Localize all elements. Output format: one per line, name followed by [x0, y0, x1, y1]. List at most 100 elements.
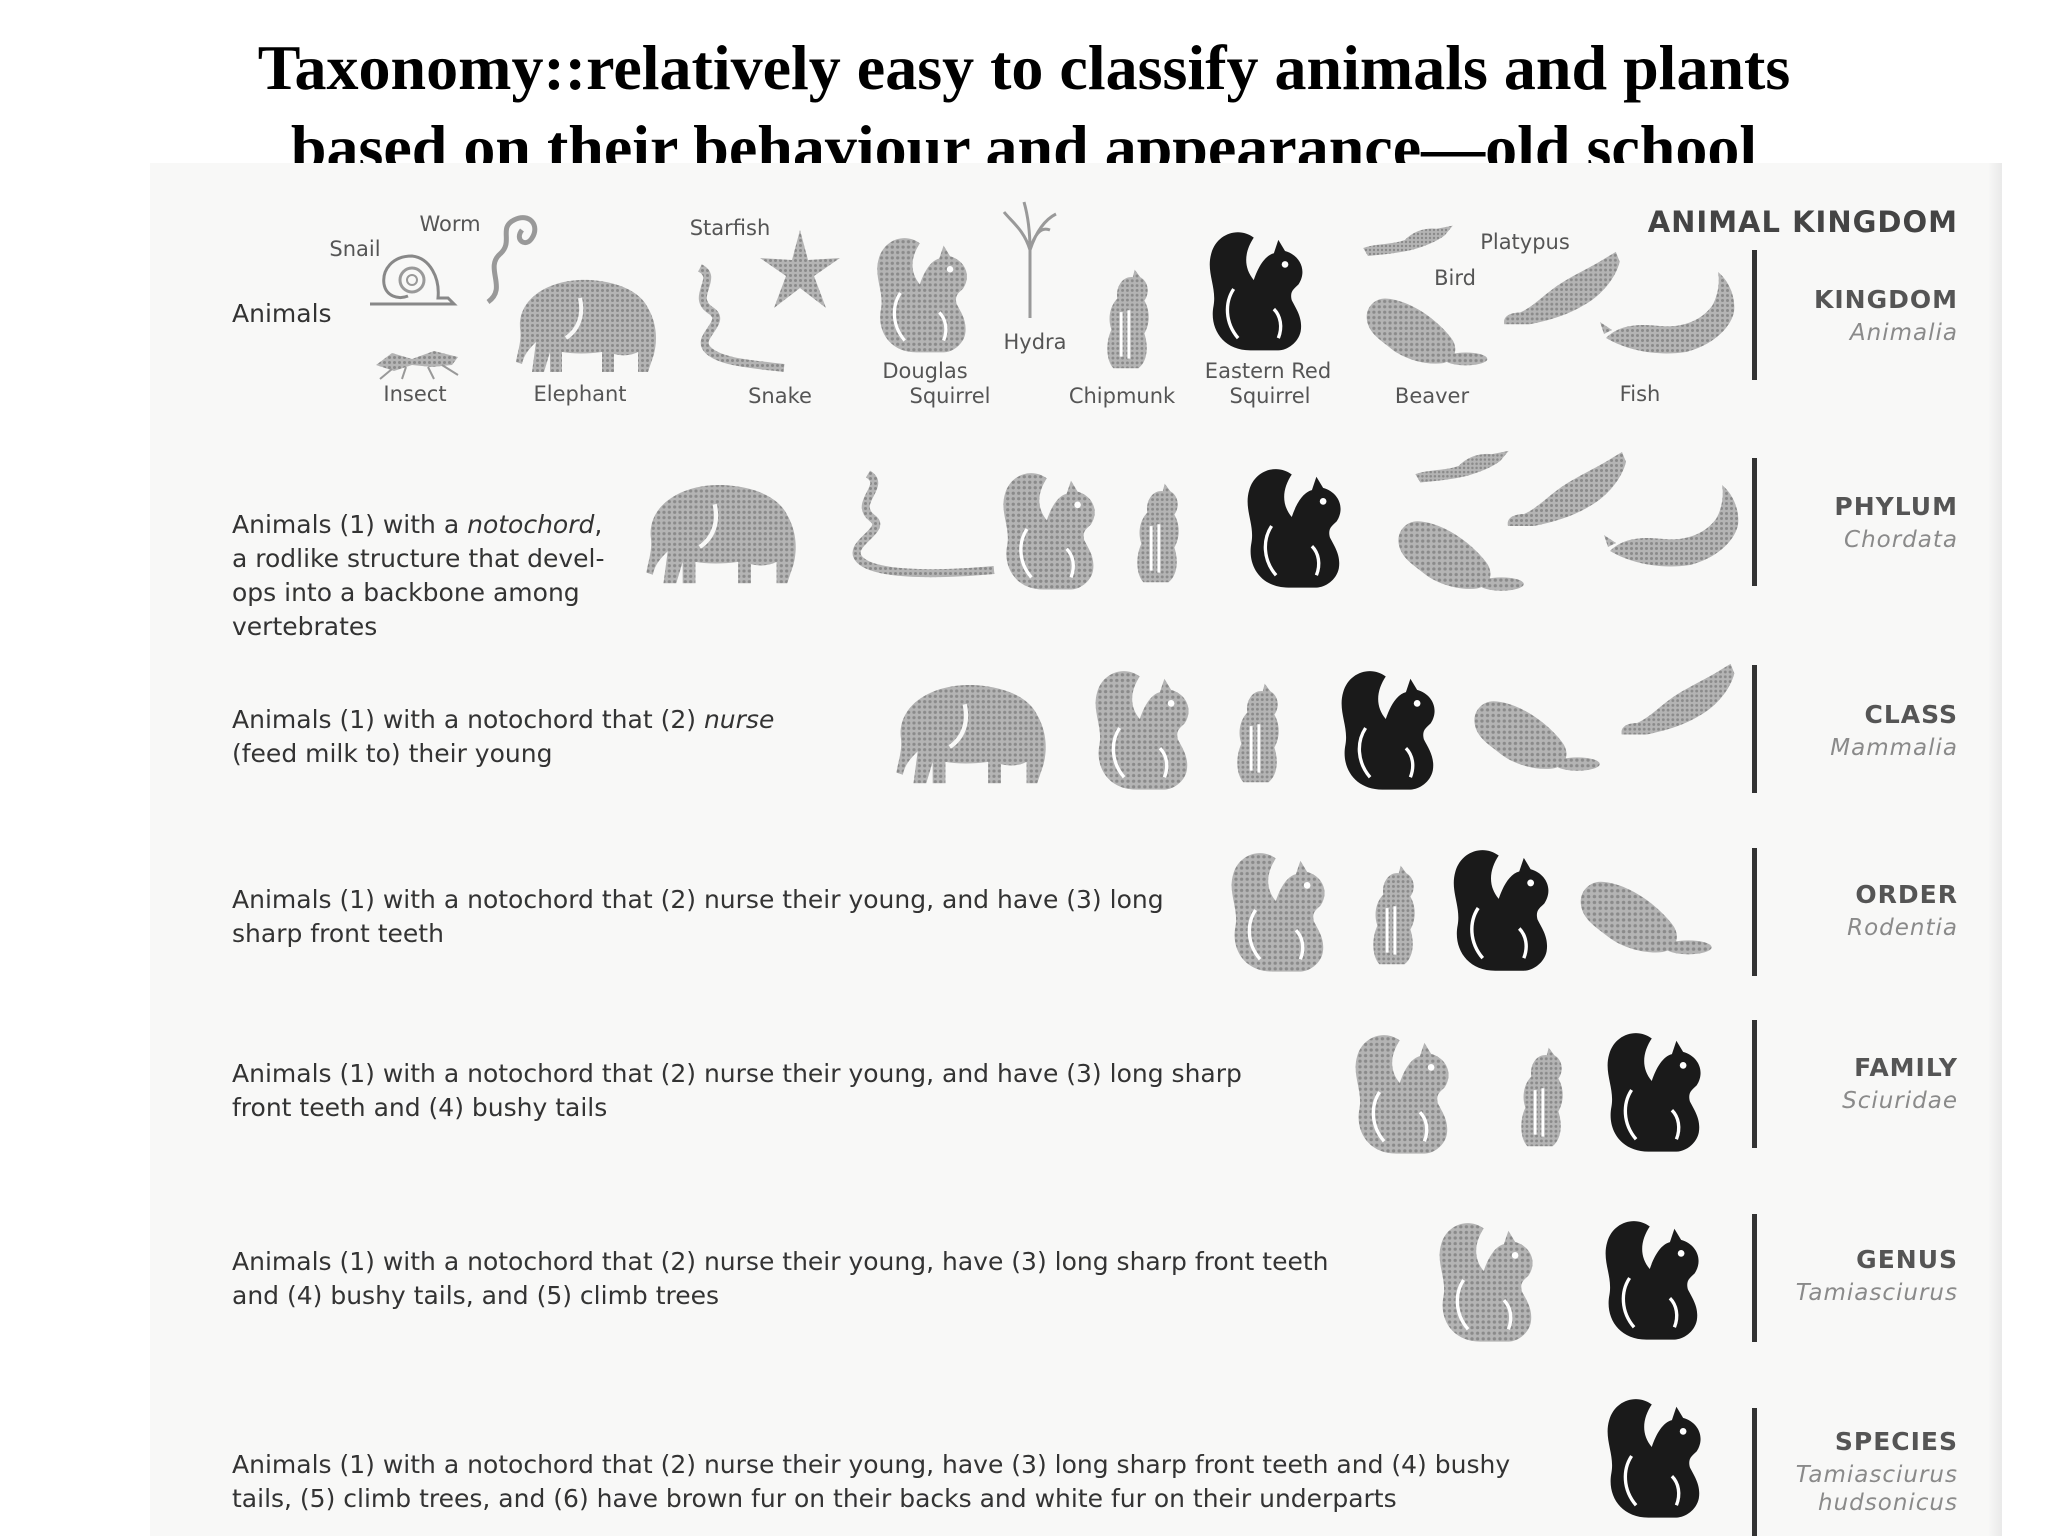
kingdom-desc: Animals	[232, 299, 332, 328]
snake-icon	[852, 470, 995, 578]
elephant-icon	[640, 472, 800, 590]
label-bird: Bird	[1434, 266, 1476, 290]
label-insect: Insect	[383, 382, 447, 406]
phylum-desc: Animals (1) with a notochord, a rodlike …	[232, 508, 604, 644]
rank-phylum-name: PHYLUM	[1834, 492, 1958, 521]
eastern-red-squirrel-icon	[1238, 458, 1350, 594]
starfish-icon	[760, 230, 840, 308]
bird-icon	[1360, 224, 1456, 264]
class-desc: Animals (1) with a notochord that (2) nu…	[232, 703, 774, 771]
eastern-red-squirrel-icon	[1596, 1208, 1708, 1348]
rank-class-sci: Mammalia	[1830, 735, 1958, 761]
class-desc-line: (feed milk to) their young	[232, 739, 553, 768]
phylum-desc-line: ops into a backbone among	[232, 578, 580, 607]
phylum-desc-term: notochord	[467, 510, 595, 539]
elephant-icon	[510, 268, 660, 378]
label-beaver: Beaver	[1394, 384, 1470, 408]
label-platypus: Platypus	[1480, 230, 1570, 254]
genus-desc: Animals (1) with a notochord that (2) nu…	[232, 1245, 1328, 1313]
family-desc-line: Animals (1) with a notochord that (2) nu…	[232, 1059, 1242, 1088]
family-desc-line: front teeth and (4) bushy tails	[232, 1093, 608, 1122]
order-desc-line: sharp front teeth	[232, 919, 444, 948]
elephant-icon	[890, 672, 1050, 790]
label-eastern-red-squirrel-2: Squirrel	[1229, 384, 1311, 408]
snake-icon	[697, 264, 785, 372]
rank-genus: GENUS Tamiasciurus	[1790, 1245, 1958, 1306]
class-desc-term: nurse	[703, 705, 775, 734]
species-desc-line: Animals (1) with a notochord that (2) nu…	[232, 1450, 1511, 1479]
order-desc: Animals (1) with a notochord that (2) nu…	[232, 883, 1164, 951]
label-chipmunk: Chipmunk	[1068, 384, 1176, 408]
class-divider	[1752, 665, 1757, 793]
rank-order: ORDER Rodentia	[1790, 880, 1958, 941]
worm-icon	[486, 215, 538, 305]
fish-icon	[1604, 470, 1744, 582]
label-douglas-squirrel-2: Squirrel	[909, 384, 991, 408]
label-snail: Snail	[329, 237, 381, 261]
genus-divider	[1752, 1214, 1757, 1342]
rank-kingdom-name: KINGDOM	[1814, 285, 1958, 314]
chipmunk-icon	[1126, 476, 1184, 586]
douglas-squirrel-icon	[1086, 660, 1198, 796]
chipmunk-icon	[1510, 1040, 1568, 1150]
platypus-icon	[1618, 660, 1742, 746]
rank-kingdom-sci: Animalia	[1849, 320, 1958, 346]
fish-icon	[1600, 258, 1740, 368]
label-fish: Fish	[1619, 382, 1661, 406]
rank-class-name: CLASS	[1864, 700, 1958, 729]
label-worm: Worm	[419, 212, 481, 236]
rank-kingdom: KINGDOM Animalia	[1790, 285, 1958, 346]
rank-family: FAMILY Sciuridae	[1790, 1053, 1958, 1114]
hydra-icon	[1002, 201, 1057, 318]
eastern-red-squirrel-icon	[1444, 838, 1558, 978]
phylum-divider	[1752, 458, 1757, 586]
bird-icon	[1412, 448, 1512, 492]
rank-species: SPECIES Tamiasciurus hudsonicus	[1790, 1427, 1958, 1516]
rank-class: CLASS Mammalia	[1790, 700, 1958, 761]
rank-family-name: FAMILY	[1854, 1053, 1958, 1082]
order-desc-line: Animals (1) with a notochord that (2) nu…	[232, 885, 1164, 914]
eastern-red-squirrel-icon	[1598, 1388, 1710, 1524]
phylum-desc-part: Animals (1) with a	[232, 510, 468, 539]
label-eastern-red-squirrel-1: Eastern Red	[1204, 359, 1332, 383]
class-desc-part: Animals (1) with a notochord that (2)	[232, 705, 704, 734]
rank-order-sci: Rodentia	[1847, 915, 1958, 941]
slide-title: Taxonomy::relatively easy to classify an…	[0, 28, 2048, 188]
phylum-desc-part: ,	[594, 510, 603, 539]
genus-desc-line: and (4) bushy tails, and (5) climb trees	[232, 1281, 720, 1310]
phylum-desc-line: vertebrates	[232, 612, 378, 641]
rank-family-sci: Sciuridae	[1842, 1088, 1958, 1114]
beaver-icon	[1468, 690, 1602, 780]
rank-species-sci-2: hudsonicus	[1818, 1490, 1958, 1516]
species-desc-line: tails, (5) climb trees, and (6) have bro…	[232, 1484, 1397, 1513]
douglas-squirrel-icon	[1222, 842, 1334, 978]
kingdom-divider	[1752, 250, 1757, 380]
rank-phylum: PHYLUM Chordata	[1790, 492, 1958, 553]
eastern-red-squirrel-icon	[1598, 1020, 1710, 1160]
insect-icon	[376, 351, 459, 380]
label-starfish: Starfish	[689, 216, 771, 240]
rank-species-name: SPECIES	[1834, 1427, 1958, 1456]
genus-desc-line: Animals (1) with a notochord that (2) nu…	[232, 1247, 1329, 1276]
phylum-desc-line: a rodlike structure that devel-	[232, 544, 605, 573]
beaver-icon	[1574, 870, 1714, 964]
species-desc: Animals (1) with a notochord that (2) nu…	[232, 1448, 1510, 1516]
label-hydra: Hydra	[1003, 330, 1067, 354]
eastern-red-squirrel-icon	[1332, 660, 1444, 796]
plate-edge-shadow	[1988, 163, 2002, 1536]
douglas-squirrel-icon	[868, 228, 976, 358]
rank-order-name: ORDER	[1855, 880, 1958, 909]
family-desc: Animals (1) with a notochord that (2) nu…	[232, 1057, 1242, 1125]
slide-title-line-1: Taxonomy::relatively easy to classify an…	[257, 32, 1791, 103]
beaver-icon	[1360, 288, 1490, 374]
chipmunk-icon	[1096, 262, 1154, 372]
douglas-squirrel-icon	[1430, 1212, 1542, 1348]
animal-kingdom-header: ANIMAL KINGDOM	[1647, 205, 1958, 239]
douglas-squirrel-icon	[994, 462, 1104, 596]
chipmunk-icon	[1226, 676, 1284, 786]
label-douglas-squirrel-1: Douglas	[882, 359, 968, 383]
species-divider	[1752, 1408, 1757, 1536]
douglas-squirrel-icon	[1346, 1024, 1458, 1160]
label-snake: Snake	[748, 384, 812, 408]
order-divider	[1752, 848, 1757, 976]
